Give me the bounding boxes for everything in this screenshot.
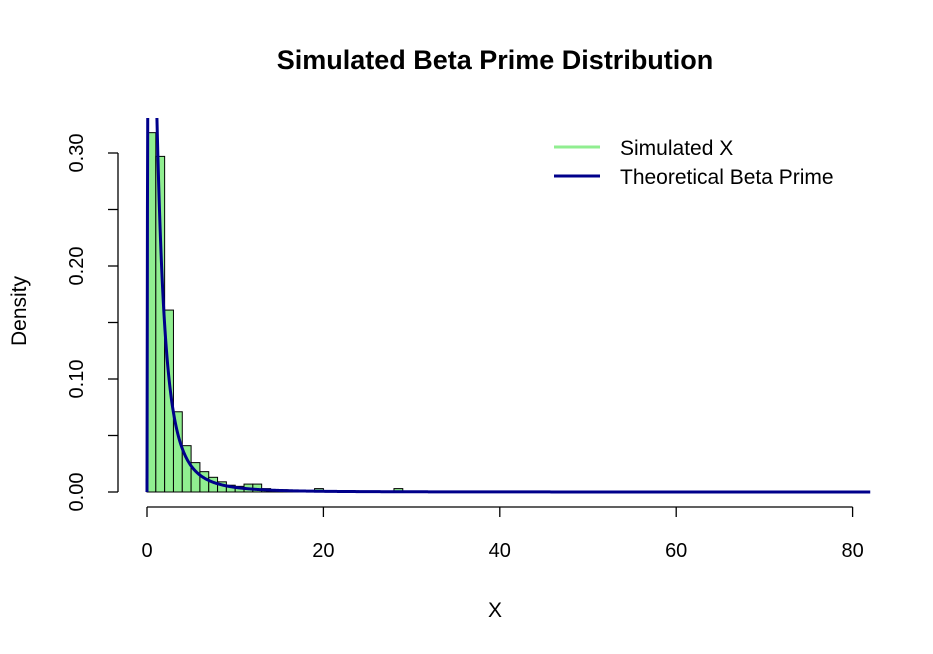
x-tick-label: 80 <box>841 540 863 562</box>
x-tick-label: 20 <box>312 540 334 562</box>
legend-label-simulated: Simulated X <box>620 137 733 160</box>
y-tick-label: 0.30 <box>66 134 88 173</box>
theoretical-density-curve <box>145 118 871 494</box>
y-tick-label: 0.20 <box>66 247 88 286</box>
y-tick-label: 0.10 <box>66 360 88 399</box>
x-axis: 0 20 40 60 80 <box>141 506 864 562</box>
y-axis: 0.00 0.10 0.20 0.30 <box>66 134 119 512</box>
x-tick-label: 40 <box>489 540 511 562</box>
histogram-bar <box>164 309 174 493</box>
x-tick-label: 60 <box>665 540 687 562</box>
y-axis-label: Density <box>8 275 31 346</box>
curve-layer <box>145 118 871 494</box>
y-tick-label: 0.00 <box>66 473 88 512</box>
legend: Simulated X Theoretical Beta Prime <box>554 137 834 189</box>
x-axis-label: X <box>488 599 502 622</box>
x-tick-label: 0 <box>141 540 152 562</box>
chart-title: Simulated Beta Prime Distribution <box>277 45 714 75</box>
legend-label-theoretical: Theoretical Beta Prime <box>620 166 834 189</box>
